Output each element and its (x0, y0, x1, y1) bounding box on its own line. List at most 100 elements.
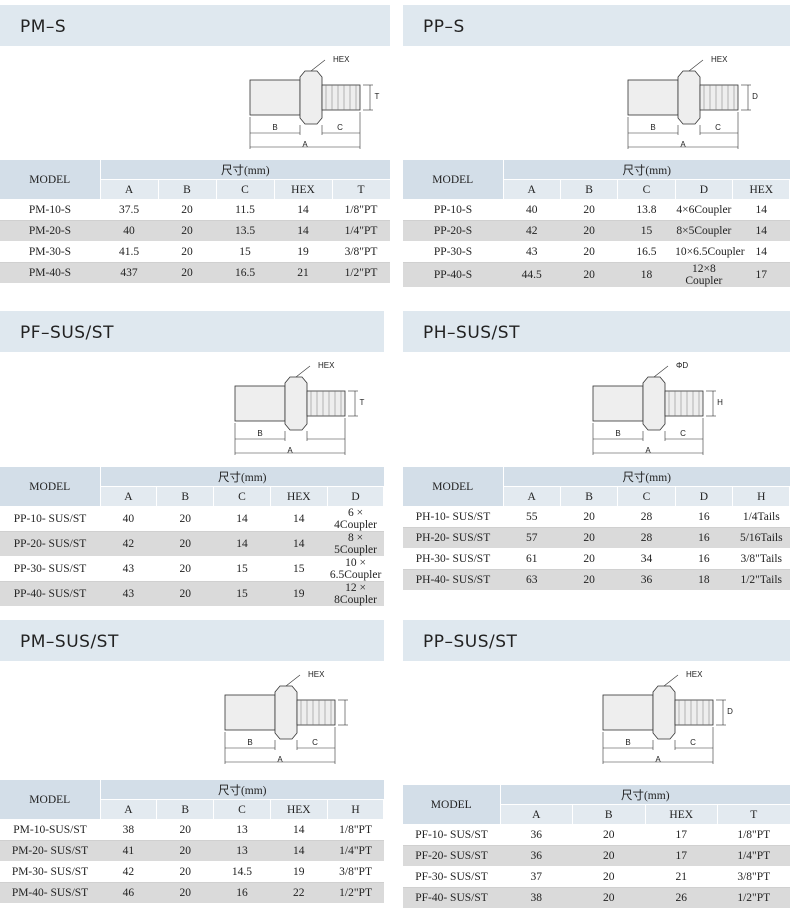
drawing-label: A (645, 446, 651, 455)
hex-nut (274, 685, 298, 740)
cell: 14.5 (213, 861, 271, 883)
cell: 14 (270, 531, 328, 557)
cell: 1/4"PT (327, 840, 384, 862)
spec-table: MODEL 尺寸(mm) A B HEX T PF-10- SUS/ST 36 20 17 1/8"… (403, 785, 790, 909)
hex-nut (299, 70, 323, 125)
header-row: MODEL 尺寸(mm) (0, 467, 384, 507)
cell: 40 (100, 506, 157, 532)
header-row: A B HEX T (403, 804, 790, 825)
column-header: HEX (274, 179, 333, 200)
drawing-label: A (277, 755, 283, 764)
data-row: PM-10-SUS/ST 38 20 13 14 1/8"PT (0, 819, 384, 841)
body (234, 385, 286, 422)
cell: 43 (100, 556, 157, 582)
model-cell: PM-40-S (0, 262, 100, 284)
column-header: A (100, 179, 159, 200)
cell: 3/8"PT (327, 861, 384, 883)
data-row: PM-10-S 37.5 20 11.5 14 1/8"PT (0, 199, 390, 221)
cell: 6 × 4Coupler (327, 506, 384, 532)
cell: 43 (100, 581, 157, 607)
cell: 21 (645, 866, 718, 888)
model-cell: PH-40- SUS/ST (403, 569, 503, 591)
cell: 13 (213, 840, 271, 862)
panel-title: PM–SUS/ST (0, 620, 384, 661)
cell: 3/8"PT (332, 241, 390, 263)
model-header: MODEL (403, 785, 501, 825)
header-row: MODEL 尺寸(mm) (403, 160, 790, 200)
cell: 14 (270, 506, 328, 532)
product-panel: PF–SUS/ST HEX T B A MODEL 尺寸(mm) A B C HEX D PP-10- … (0, 311, 385, 611)
data-row: PP-40- SUS/ST 43 20 15 19 12 × 8Coupler (0, 581, 384, 607)
cell: 13 (213, 819, 271, 841)
cell: 20 (560, 569, 618, 591)
model-header: MODEL (0, 160, 101, 200)
cell: 1/2"PT (717, 887, 790, 909)
drawing-label: A (302, 140, 308, 149)
cell: 14 (274, 220, 332, 242)
data-row: PF-30- SUS/ST 37 20 21 3/8"PT (403, 866, 790, 888)
hex-nut (652, 685, 676, 740)
model-cell: PM-30-S (0, 241, 100, 263)
dimension-line (295, 365, 311, 378)
cell: 20 (560, 262, 618, 288)
cell: 1/4"PT (717, 845, 790, 867)
spec-table: MODEL 尺寸(mm) A B C D HEX PP-10-S 40 20 13.8 4×6Coup… (403, 160, 790, 288)
data-row: PF-20- SUS/ST 36 20 17 1/4"PT (403, 845, 790, 867)
data-row: PP-20- SUS/ST 42 20 14 14 8 × 5Coupler (0, 531, 384, 557)
group-header: 尺寸(mm) (503, 467, 790, 487)
cell: 1/4Tails (732, 506, 790, 528)
hex-nut (677, 70, 701, 125)
cell: 1/8"PT (717, 824, 790, 846)
cell: 20 (156, 840, 214, 862)
dimension-line (663, 674, 679, 687)
cell: 20 (156, 531, 214, 557)
cell: 22 (270, 882, 328, 904)
cell: 14 (732, 220, 790, 242)
column-header: T (717, 804, 790, 825)
thread (306, 390, 346, 417)
cell: 10 × 6.5Coupler (327, 556, 384, 582)
panel-title: PP–SUS/ST (403, 620, 790, 661)
cell: 3/8"PT (717, 866, 790, 888)
cell: 14 (732, 199, 790, 221)
column-header: HEX (732, 179, 790, 200)
cell: 42 (100, 861, 157, 883)
column-header: C (617, 179, 676, 200)
cell: 19 (270, 581, 328, 607)
drawing-label: B (625, 738, 630, 747)
cell: 12 × 8Coupler (327, 581, 384, 607)
cell: 26 (645, 887, 718, 909)
column-header: B (572, 804, 646, 825)
cell: 36 (617, 569, 676, 591)
cell: 15 (216, 241, 274, 263)
cell: 16 (675, 548, 733, 570)
model-cell: PM-10-SUS/ST (0, 819, 100, 841)
cell: 5/16Tails (732, 527, 790, 549)
model-cell: PP-40-S (403, 262, 503, 288)
cell: 20 (156, 861, 214, 883)
model-cell: PM-40- SUS/ST (0, 882, 100, 904)
cell: 36 (500, 845, 573, 867)
column-header: H (732, 486, 790, 507)
drawing-label: T (360, 398, 365, 407)
cell: 17 (645, 845, 718, 867)
cell: 437 (100, 262, 158, 284)
cell: 20 (158, 262, 216, 284)
cell: 15 (270, 556, 328, 582)
column-header: A (100, 486, 158, 507)
cell: 1/2"PT (327, 882, 384, 904)
group-header: 尺寸(mm) (503, 160, 790, 180)
cell: 15 (617, 220, 676, 242)
column-header: B (156, 486, 215, 507)
panel-title: PF–SUS/ST (0, 311, 384, 352)
spec-table: MODEL 尺寸(mm) A B C HEX T PM-10-S 37.5 20 11.5 14 1/8… (0, 160, 391, 284)
drawing-label: C (680, 429, 686, 438)
spec-table: MODEL 尺寸(mm) A B C D H PH-10- SUS/ST 55 20 28 16 1/4… (403, 467, 790, 591)
column-header: A (503, 179, 561, 200)
drawing-label: C (312, 738, 318, 747)
drawing-label: A (680, 140, 686, 149)
cell: 57 (503, 527, 561, 549)
cell: 21 (274, 262, 332, 284)
